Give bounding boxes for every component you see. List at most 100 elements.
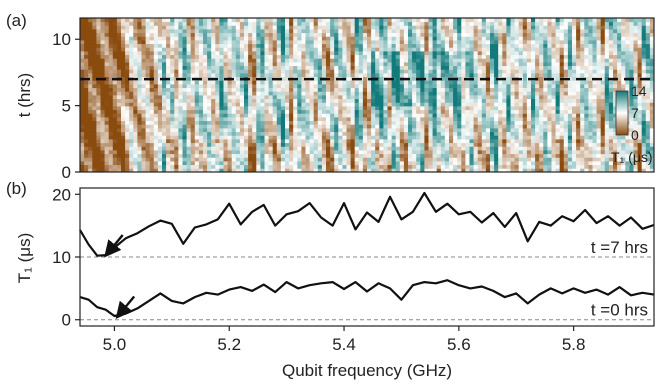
heat-cell <box>399 69 405 74</box>
heat-cell <box>334 54 339 59</box>
heat-cell <box>239 36 245 41</box>
heat-cell <box>166 102 171 107</box>
heat-cell <box>88 142 93 147</box>
heat-cell <box>108 157 114 162</box>
heat-cell <box>248 62 253 67</box>
heat-cell <box>231 47 237 52</box>
heat-cell <box>420 25 425 30</box>
heat-cell <box>141 29 146 34</box>
heat-cell <box>301 65 306 70</box>
heat-cell <box>444 43 450 48</box>
heat-cell <box>215 25 220 30</box>
heat-cell <box>248 109 253 114</box>
heat-cell <box>219 113 224 118</box>
heat-cell <box>186 73 192 78</box>
heat-cell <box>338 161 343 166</box>
heat-cell <box>469 120 474 125</box>
heat-cell <box>498 25 503 30</box>
heat-cell <box>465 21 470 26</box>
heat-cell <box>276 32 282 37</box>
heat-cell <box>276 153 282 158</box>
heat-cell <box>563 69 569 74</box>
heat-cell <box>375 43 380 48</box>
heat-cell <box>211 51 216 56</box>
heat-cell <box>239 25 245 30</box>
heat-cell <box>547 80 552 85</box>
heat-cell <box>219 36 224 41</box>
heat-cell <box>526 87 532 92</box>
heat-cell <box>289 142 294 147</box>
heat-cell <box>112 80 118 85</box>
heat-cell <box>149 109 155 114</box>
heat-cell <box>190 109 196 114</box>
heat-cell <box>387 131 392 136</box>
heat-cell <box>223 54 228 59</box>
heat-cell <box>321 80 327 85</box>
heat-cell <box>330 131 335 136</box>
heat-cell <box>137 25 142 30</box>
heat-cell <box>309 102 315 107</box>
heat-cell <box>490 139 495 144</box>
heat-cell <box>469 18 474 23</box>
heat-cell <box>285 135 290 140</box>
heat-cell <box>481 139 487 144</box>
heat-cell <box>522 168 528 172</box>
heat-cell <box>121 76 126 81</box>
heat-cell <box>170 164 175 169</box>
heat-cell <box>416 29 421 34</box>
heat-cell <box>141 150 146 155</box>
heat-cell <box>309 161 315 166</box>
heat-cell <box>387 95 392 100</box>
heat-cell <box>551 21 556 26</box>
heat-cell <box>280 36 286 41</box>
heat-cell <box>461 54 466 59</box>
heat-cell <box>137 102 142 107</box>
heat-cell <box>457 109 462 114</box>
heat-cell <box>379 73 384 78</box>
heat-cell <box>522 164 528 169</box>
heat-cell <box>256 32 261 37</box>
heat-cell <box>104 73 110 78</box>
heat-cell <box>186 51 192 56</box>
heat-cell <box>293 146 298 151</box>
heat-cell <box>412 69 417 74</box>
heat-cell <box>321 146 327 151</box>
heat-cell <box>424 150 429 155</box>
heat-cell <box>223 98 228 103</box>
heat-cell <box>481 58 487 63</box>
heat-cell <box>399 87 405 92</box>
heat-cell <box>408 117 413 122</box>
heat-cell <box>375 120 380 125</box>
heat-cell <box>194 73 200 78</box>
heat-cell <box>559 32 565 37</box>
heat-cell <box>211 43 216 48</box>
heat-cell <box>256 168 261 172</box>
heat-cell <box>518 150 524 155</box>
heat-cell <box>408 65 413 70</box>
heat-cell <box>321 164 327 169</box>
heat-cell <box>80 139 85 144</box>
heat-cell <box>252 124 257 129</box>
heat-cell <box>444 32 450 37</box>
heat-cell <box>535 139 540 144</box>
heat-cell <box>346 124 351 129</box>
heat-cell <box>408 150 413 155</box>
heatmap <box>80 18 654 172</box>
heat-cell <box>424 73 429 78</box>
heat-cell <box>186 40 192 45</box>
heat-cell <box>260 18 265 23</box>
heat-cell <box>375 25 380 30</box>
heat-cell <box>104 106 110 111</box>
heat-cell <box>190 102 196 107</box>
heat-cell <box>416 87 421 92</box>
heat-cell <box>182 102 187 107</box>
heat-cell <box>227 131 233 136</box>
heat-cell <box>219 168 224 172</box>
heat-cell <box>174 65 179 70</box>
heat-cell <box>457 29 462 34</box>
heat-cell <box>162 91 167 96</box>
heat-cell <box>514 113 520 118</box>
heat-cell <box>80 69 85 74</box>
heat-cell <box>436 65 442 70</box>
heat-cell <box>555 164 561 169</box>
